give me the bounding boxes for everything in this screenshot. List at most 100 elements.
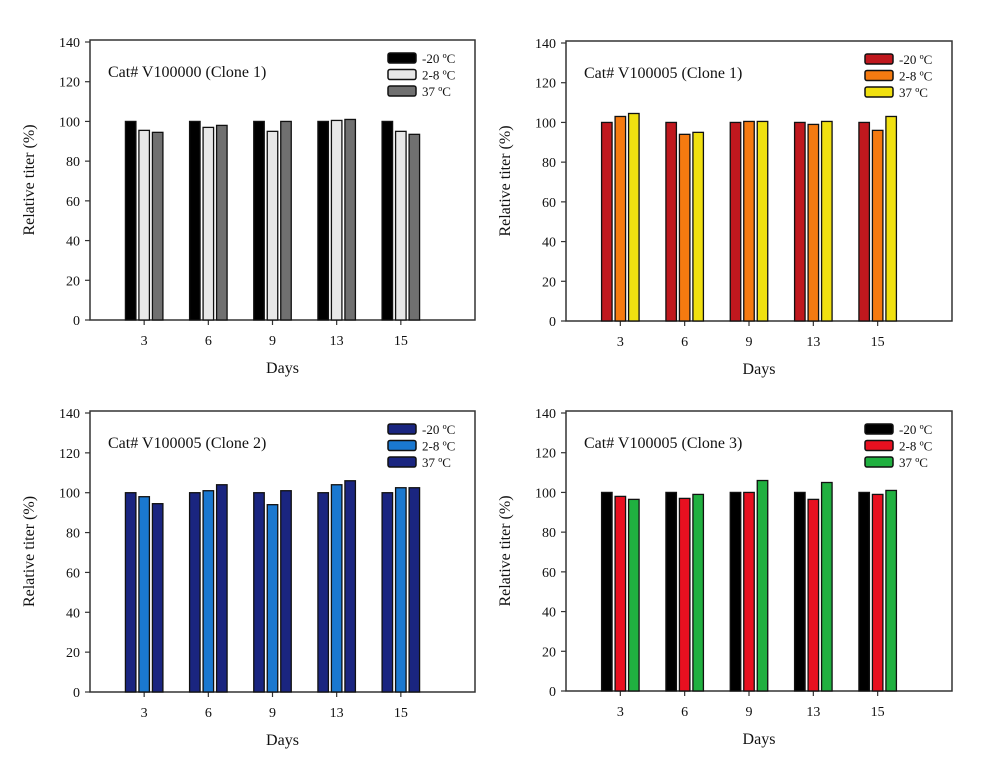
x-tick-label: 9 — [746, 335, 753, 350]
x-tick-label: 3 — [141, 334, 148, 349]
legend-swatch — [864, 439, 894, 452]
x-tick-label: 3 — [617, 705, 624, 720]
bar — [665, 121, 678, 322]
chart-3: 0 20 40 60 80 100 120 140 Relative titer (%) Days… — [21, 407, 476, 749]
bar — [743, 120, 755, 322]
y-tick-label: 0 — [549, 315, 556, 330]
bar — [280, 120, 292, 321]
y-tick-label: 0 — [73, 314, 80, 329]
legend-label: 2-8 ºC — [899, 69, 932, 84]
bar — [317, 120, 330, 321]
bar — [408, 133, 421, 321]
bar — [202, 490, 215, 693]
y-axis-label: Relative titer (%) — [21, 124, 38, 235]
bar — [215, 124, 228, 321]
bar — [692, 131, 705, 322]
x-tick-label: 6 — [205, 334, 212, 349]
y-tick-label: 0 — [73, 686, 80, 701]
y-tick-label: 40 — [542, 606, 556, 621]
x-tick-label: 13 — [806, 705, 820, 720]
legend-label: -20 ºC — [422, 51, 455, 66]
x-tick-label: 9 — [269, 334, 276, 349]
bar — [330, 484, 343, 693]
x-tick-label: 6 — [681, 335, 688, 350]
x-tick-label: 13 — [330, 706, 344, 721]
legend-label: 37 ºC — [899, 85, 928, 100]
y-tick-label: 60 — [66, 566, 80, 581]
bar — [729, 491, 742, 692]
bar — [871, 129, 884, 322]
legend-swatch — [387, 423, 417, 435]
bar — [124, 492, 137, 693]
legend-label: 37 ºC — [899, 455, 928, 470]
y-tick-label: 100 — [535, 486, 556, 501]
bar — [215, 484, 228, 693]
y-axis-label: Relative titer (%) — [21, 496, 38, 607]
legend-swatch — [387, 85, 417, 97]
chart-title: Cat# V100005 (Clone 1) — [584, 65, 742, 82]
y-tick-label: 20 — [542, 645, 556, 660]
y-tick-label: 120 — [535, 447, 556, 462]
bar — [627, 112, 640, 322]
y-tick-label: 20 — [66, 274, 80, 289]
y-tick-label: 100 — [535, 116, 556, 131]
bar — [202, 126, 215, 321]
bar — [394, 487, 407, 693]
bar — [885, 489, 898, 692]
chart-4: 0 20 40 60 80 100 120 140 Relative titer (%) Days… — [497, 407, 953, 748]
y-tick-label: 120 — [59, 76, 80, 91]
legend-swatch — [387, 52, 417, 64]
y-tick-label: 120 — [535, 77, 556, 92]
y-tick-label: 80 — [542, 156, 556, 171]
bar — [807, 123, 820, 322]
y-tick-label: 60 — [542, 566, 556, 581]
chart-2: 0 20 40 60 80 100 120 140 Relative titer (%) Days… — [497, 37, 953, 378]
chart-title: Cat# V100005 (Clone 2) — [108, 435, 266, 452]
y-tick-label: 140 — [535, 37, 556, 52]
bar — [665, 491, 678, 692]
y-tick-label: 140 — [535, 407, 556, 422]
x-axis-label: Days — [266, 360, 299, 377]
bar — [614, 115, 627, 322]
x-tick-label: 15 — [394, 706, 408, 721]
bar — [381, 120, 394, 321]
x-tick-label: 6 — [681, 705, 688, 720]
bar — [858, 121, 871, 322]
y-tick-label: 80 — [66, 155, 80, 170]
bar — [820, 481, 833, 692]
bar — [600, 491, 613, 692]
x-axis-label: Days — [266, 732, 299, 749]
x-tick-label: 6 — [205, 706, 212, 721]
bar — [756, 120, 769, 322]
x-tick-label: 13 — [806, 335, 820, 350]
y-tick-label: 140 — [59, 36, 80, 51]
bar — [317, 492, 330, 693]
y-tick-label: 120 — [59, 447, 80, 462]
bar — [124, 120, 137, 321]
chart-title: Cat# V100005 (Clone 3) — [584, 435, 742, 452]
bar — [344, 480, 357, 693]
bar — [266, 130, 279, 321]
x-tick-label: 9 — [746, 705, 753, 720]
bar — [253, 120, 265, 321]
bar — [678, 497, 691, 692]
x-tick-label: 3 — [141, 706, 148, 721]
x-axis-label: Days — [743, 361, 776, 378]
x-tick-label: 15 — [871, 335, 885, 350]
bar — [408, 487, 421, 693]
bar — [330, 119, 343, 321]
bar — [381, 492, 394, 693]
legend-label: 2-8 ºC — [899, 439, 932, 454]
bar — [858, 491, 871, 692]
y-tick-label: 60 — [66, 195, 80, 210]
x-tick-label: 15 — [394, 334, 408, 349]
bar — [871, 493, 884, 692]
legend-swatch — [864, 456, 894, 468]
legend-label: -20 ºC — [422, 422, 455, 437]
bar — [344, 118, 357, 321]
bar — [807, 498, 820, 692]
bar — [280, 490, 292, 693]
bar — [253, 492, 265, 693]
bar — [793, 491, 806, 692]
legend-label: -20 ºC — [899, 422, 932, 437]
